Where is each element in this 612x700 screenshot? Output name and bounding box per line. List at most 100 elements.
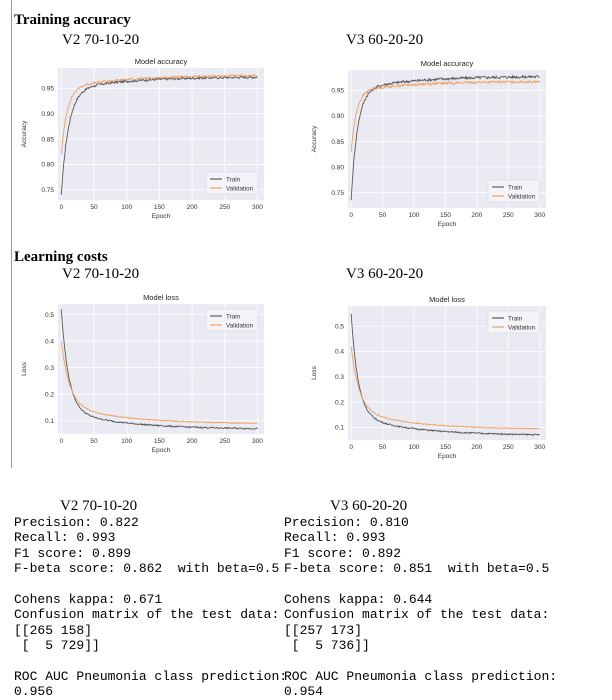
- legend-label: Train: [508, 184, 523, 191]
- x-tick-label: 200: [187, 204, 198, 211]
- metrics-v3-lines: Precision: 0.810 Recall: 0.993 F1 score: 0…: [284, 515, 557, 700]
- accuracy-chart-v2: 0 50 100 150 200 250 300 0.75 0.80 0.85 0.90 0.95 Mo…: [14, 52, 276, 230]
- metric-line: 0.954: [284, 684, 324, 700]
- metric-line: Confusion matrix of the test data:: [14, 607, 280, 623]
- x-tick-label: 300: [534, 444, 545, 451]
- chart-svg: 0 50 100 150 200 250 300 0.1 0.2 0.3 0.4 0.5 Model l…: [21, 293, 264, 454]
- series-line-validation: [60, 74, 258, 155]
- y-axis-label: Accuracy: [311, 125, 318, 152]
- x-tick-label: 50: [379, 444, 387, 451]
- x-axis-label: Epoch: [152, 213, 171, 220]
- accuracy-v3-label: V3 60-20-20: [346, 32, 424, 48]
- series-line-validation: [60, 341, 258, 425]
- metric-line: Recall: 0.993: [284, 530, 386, 546]
- metric-line: 0.956: [14, 684, 54, 700]
- x-tick-label: 200: [471, 444, 482, 451]
- learning-costs-heading: Learning costs: [14, 249, 108, 265]
- legend-label: Validation: [508, 193, 536, 200]
- x-tick-label: 250: [503, 212, 514, 219]
- metric-line: [[265 158]: [14, 622, 93, 638]
- metrics-v2-lines: Precision: 0.822 Recall: 0.993 F1 score: 0…: [14, 515, 287, 700]
- x-tick-label: 50: [90, 204, 98, 211]
- metrics-v3-heading: V3 60-20-20: [330, 498, 408, 514]
- x-tick-label: 250: [503, 444, 514, 451]
- x-tick-label: 50: [90, 438, 98, 445]
- x-tick-label: 100: [409, 444, 420, 451]
- y-tick-label: 0.1: [45, 418, 54, 425]
- y-tick-label: 0.75: [41, 187, 54, 194]
- series-line-validation: [350, 80, 541, 152]
- y-tick-label: 0.80: [41, 162, 54, 169]
- chart-title: Model accuracy: [421, 59, 474, 68]
- training-accuracy-heading: Training accuracy: [14, 12, 131, 28]
- y-tick-label: 0.95: [41, 86, 54, 93]
- metric-line: Precision: 0.822: [14, 515, 139, 530]
- y-tick-label: 0.5: [45, 312, 54, 319]
- accuracy-chart-v3: 0 50 100 150 200 250 300 0.75 0.80 0.85 0.90 0.95 Mo…: [304, 54, 558, 238]
- x-tick-label: 150: [440, 212, 451, 219]
- y-tick-label: 0.2: [45, 391, 54, 398]
- metric-line: [ 5 729]]: [14, 638, 100, 654]
- metric-line: ROC AUC Pneumonia class prediction:: [284, 669, 558, 685]
- y-axis-label: Loss: [311, 365, 318, 379]
- series-line-train: [60, 309, 258, 430]
- y-tick-label: 0.85: [331, 139, 344, 146]
- metrics-v2-heading: V2 70-10-20: [60, 498, 138, 514]
- y-tick-label: 0.5: [335, 323, 344, 330]
- x-tick-label: 0: [59, 438, 63, 445]
- y-tick-label: 0.1: [335, 425, 344, 432]
- legend-label: Train: [508, 315, 523, 322]
- metric-line: [284, 577, 557, 592]
- metric-line: F-beta score: 0.851 with beta=0.5: [284, 561, 550, 577]
- x-tick-label: 100: [121, 438, 132, 445]
- chart-svg: 0 50 100 150 200 250 300 0.1 0.2 0.3 0.4 0.5 Model l…: [311, 295, 546, 460]
- chart-svg: 0 50 100 150 200 250 300 0.75 0.80 0.85 0.90 0.95 Mo…: [311, 59, 546, 228]
- y-tick-label: 0.4: [45, 338, 54, 345]
- chart-title: Model accuracy: [135, 57, 188, 66]
- x-tick-label: 250: [219, 204, 230, 211]
- x-tick-label: 150: [154, 204, 165, 211]
- legend-label: Validation: [226, 185, 254, 192]
- x-tick-label: 150: [154, 438, 165, 445]
- x-axis-label: Epoch: [438, 453, 457, 460]
- metric-line: F1 score: 0.899: [14, 545, 132, 561]
- metric-line: Cohens kappa: 0.644: [284, 592, 433, 608]
- x-tick-label: 300: [252, 204, 263, 211]
- loss-chart-v3: 0 50 100 150 200 250 300 0.1 0.2 0.3 0.4 0.5 Model l…: [304, 290, 558, 470]
- metric-line: Recall: 0.993: [14, 530, 116, 546]
- y-axis-label: Accuracy: [21, 120, 28, 147]
- y-tick-label: 0.95: [331, 88, 344, 95]
- metric-line: F-beta score: 0.862 with beta=0.5: [14, 561, 280, 577]
- metric-line: Confusion matrix of the test data:: [284, 607, 550, 623]
- metric-line: [14, 577, 287, 592]
- accuracy-v2-label: V2 70-10-20: [62, 32, 140, 48]
- loss-v2-label: V2 70-10-20: [62, 266, 140, 282]
- y-tick-label: 0.2: [335, 399, 344, 406]
- metric-line: F1 score: 0.892: [284, 545, 402, 561]
- x-tick-label: 200: [187, 438, 198, 445]
- metric-line: [14, 654, 287, 669]
- metric-line: [ 5 736]]: [284, 638, 370, 654]
- x-tick-label: 300: [534, 212, 545, 219]
- y-tick-label: 0.80: [331, 164, 344, 171]
- y-tick-label: 0.3: [335, 374, 344, 381]
- chart-svg: 0 50 100 150 200 250 300 0.75 0.80 0.85 0.90 0.95 Mo…: [21, 57, 264, 220]
- y-tick-label: 0.75: [331, 190, 344, 197]
- x-tick-label: 50: [379, 212, 387, 219]
- x-tick-label: 0: [349, 212, 353, 219]
- x-tick-label: 100: [121, 204, 132, 211]
- legend-label: Validation: [226, 322, 254, 329]
- x-tick-label: 200: [471, 212, 482, 219]
- metrics-v2: V2 70-10-20 Precision: 0.822 Recall: 0.99…: [14, 497, 287, 700]
- x-tick-label: 150: [440, 444, 451, 451]
- x-tick-label: 300: [252, 438, 263, 445]
- metric-line: Precision: 0.810: [284, 515, 409, 530]
- series-line-train: [350, 313, 541, 436]
- y-tick-label: 0.90: [41, 111, 54, 118]
- x-tick-label: 100: [409, 212, 420, 219]
- metric-line: [284, 654, 557, 669]
- legend-label: Train: [226, 176, 241, 183]
- loss-v3-label: V3 60-20-20: [346, 266, 424, 282]
- x-tick-label: 0: [59, 204, 63, 211]
- y-tick-label: 0.90: [331, 113, 344, 120]
